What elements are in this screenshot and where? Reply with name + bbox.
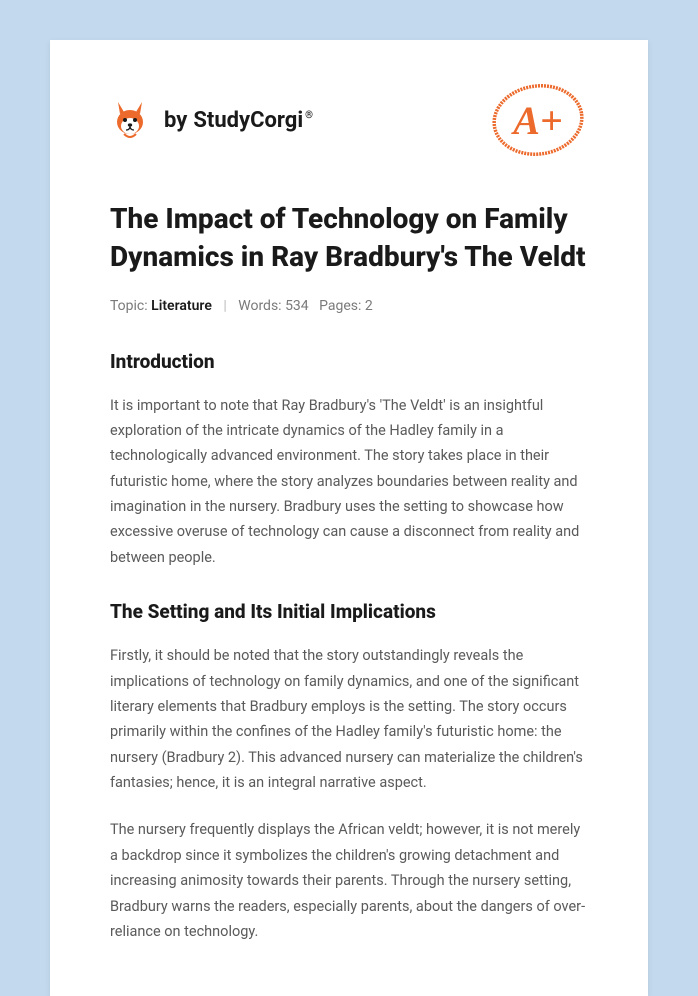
brand-block: by StudyCorgi ® — [110, 98, 313, 142]
document-card: by StudyCorgi ® A+ The Impact of Technol… — [50, 40, 648, 996]
section-heading: Introduction — [110, 350, 588, 373]
meta-separator: | — [223, 298, 226, 314]
words-value: 534 — [285, 298, 309, 314]
pages-label: Pages: — [319, 298, 361, 314]
corgi-logo-icon — [110, 98, 150, 142]
topic-label: Topic: — [110, 298, 148, 314]
brand-by: by — [164, 108, 187, 133]
body-paragraph: The nursery frequently displays the Afri… — [110, 817, 588, 944]
pages-value: 2 — [365, 298, 373, 314]
registered-mark: ® — [305, 110, 313, 121]
brand-text: by StudyCorgi ® — [164, 108, 313, 133]
svg-text:A+: A+ — [510, 98, 562, 143]
document-title: The Impact of Technology on Family Dynam… — [110, 200, 588, 276]
header-row: by StudyCorgi ® A+ — [110, 80, 588, 160]
words-label: Words: — [238, 298, 281, 314]
topic-value: Literature — [151, 298, 212, 314]
meta-row: Topic: Literature | Words: 534 Pages: 2 — [110, 298, 588, 314]
grade-badge-icon: A+ — [488, 80, 588, 160]
section-heading: The Setting and Its Initial Implications — [110, 600, 588, 623]
body-paragraph: Firstly, it should be noted that the sto… — [110, 643, 588, 795]
brand-name: StudyCorgi — [193, 108, 303, 133]
body-paragraph: It is important to note that Ray Bradbur… — [110, 393, 588, 571]
